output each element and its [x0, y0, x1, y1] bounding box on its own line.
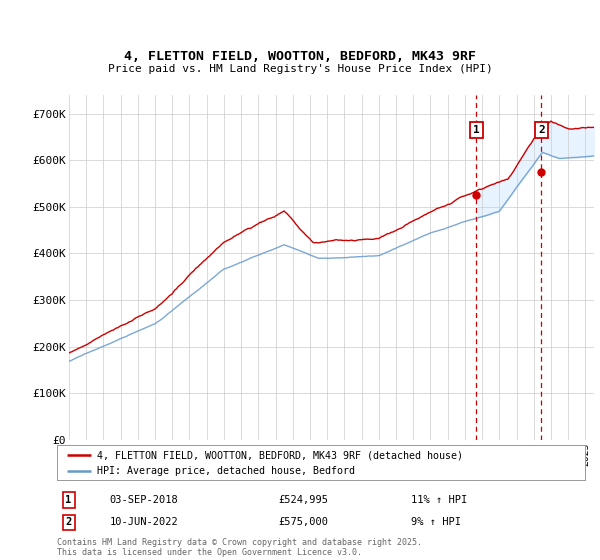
Text: £524,995: £524,995 [279, 495, 329, 505]
Text: 4, FLETTON FIELD, WOOTTON, BEDFORD, MK43 9RF: 4, FLETTON FIELD, WOOTTON, BEDFORD, MK43… [124, 49, 476, 63]
Text: 9% ↑ HPI: 9% ↑ HPI [411, 517, 461, 528]
Text: 2: 2 [65, 517, 72, 528]
Text: 1: 1 [65, 495, 72, 505]
Text: HPI: Average price, detached house, Bedford: HPI: Average price, detached house, Bedf… [97, 466, 355, 477]
Text: 11% ↑ HPI: 11% ↑ HPI [411, 495, 467, 505]
Text: £575,000: £575,000 [279, 517, 329, 528]
Text: 10-JUN-2022: 10-JUN-2022 [110, 517, 179, 528]
Text: 1: 1 [473, 125, 480, 134]
Text: 03-SEP-2018: 03-SEP-2018 [110, 495, 179, 505]
Text: Price paid vs. HM Land Registry's House Price Index (HPI): Price paid vs. HM Land Registry's House … [107, 64, 493, 74]
Text: 4, FLETTON FIELD, WOOTTON, BEDFORD, MK43 9RF (detached house): 4, FLETTON FIELD, WOOTTON, BEDFORD, MK43… [97, 450, 463, 460]
Text: Contains HM Land Registry data © Crown copyright and database right 2025.
This d: Contains HM Land Registry data © Crown c… [57, 538, 422, 557]
Text: 2: 2 [538, 125, 545, 134]
